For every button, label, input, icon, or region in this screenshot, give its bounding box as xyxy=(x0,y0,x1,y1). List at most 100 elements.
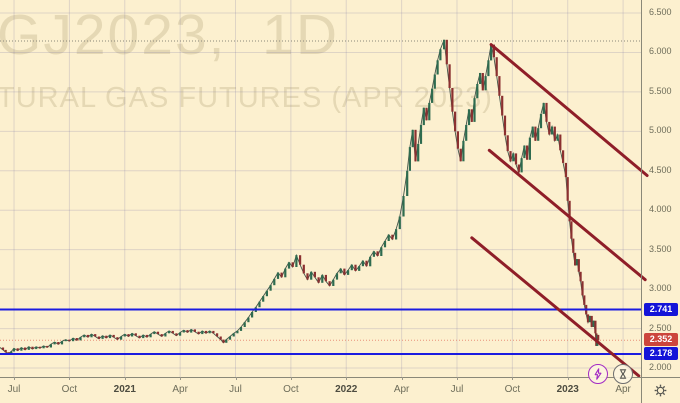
candle xyxy=(498,76,501,96)
candle xyxy=(559,134,562,151)
candle xyxy=(588,315,591,323)
time-axis[interactable]: Jul Oct 2021 Apr Jul Oct 2022 Apr Jul Oct 2023 Apr xyxy=(0,377,641,403)
candle xyxy=(212,330,215,334)
time-tick-label: 2021 xyxy=(113,384,136,395)
candle xyxy=(570,221,573,239)
candle xyxy=(372,251,375,257)
candle xyxy=(581,281,584,296)
candle xyxy=(134,333,137,336)
candle xyxy=(528,137,531,160)
candle xyxy=(376,251,379,256)
candle xyxy=(265,290,268,297)
candle xyxy=(295,255,298,267)
candle xyxy=(219,336,222,340)
candle xyxy=(495,57,498,77)
candle xyxy=(236,330,239,334)
time-tick-mark xyxy=(180,377,182,380)
time-tick-label: Jul xyxy=(450,384,464,395)
candle xyxy=(90,334,93,338)
last-price-line-price-label[interactable]: 2.352 xyxy=(644,333,678,347)
time-tick-label: 2023 xyxy=(556,384,579,395)
trendline[interactable] xyxy=(470,236,641,378)
time-tick-mark xyxy=(124,377,126,380)
candle xyxy=(127,334,130,337)
candle xyxy=(1,347,5,350)
candle xyxy=(276,272,280,279)
trendline[interactable] xyxy=(489,43,649,177)
candle xyxy=(428,102,431,121)
candle xyxy=(520,158,523,173)
candle xyxy=(299,255,302,265)
candle xyxy=(526,145,529,160)
candle xyxy=(120,336,123,340)
candle xyxy=(243,322,246,327)
candle xyxy=(514,153,518,165)
candle xyxy=(42,345,45,349)
candle xyxy=(476,84,479,99)
candle xyxy=(439,49,442,61)
trendline[interactable] xyxy=(487,148,647,282)
candle xyxy=(459,148,462,162)
candle xyxy=(564,162,567,178)
candle xyxy=(142,334,145,339)
candle xyxy=(448,64,451,88)
candle xyxy=(310,271,313,280)
candle xyxy=(583,295,586,305)
candle xyxy=(462,140,465,162)
lightning-icon xyxy=(594,368,602,380)
gear-icon xyxy=(654,384,667,396)
candle xyxy=(68,339,71,342)
candle xyxy=(506,135,509,152)
candle xyxy=(216,333,219,337)
hourglass-icon xyxy=(619,369,627,379)
candle xyxy=(465,125,468,141)
price-tick-label: 5.500 xyxy=(649,85,672,96)
candle xyxy=(406,170,409,196)
candle xyxy=(402,196,405,217)
candle xyxy=(16,348,19,351)
candle xyxy=(306,273,309,280)
candle xyxy=(343,268,346,275)
candle xyxy=(317,277,320,283)
hourglass-button[interactable] xyxy=(613,364,633,384)
support-line-2741-price-label[interactable]: 2.741 xyxy=(644,302,678,316)
price-wick-line xyxy=(0,39,599,355)
candle xyxy=(431,88,434,103)
horizontal-line-drawings[interactable] xyxy=(0,308,641,355)
candle xyxy=(269,285,272,291)
candle xyxy=(112,334,115,338)
candle xyxy=(445,39,448,65)
candle xyxy=(556,134,559,141)
candle xyxy=(408,147,411,171)
support-line-2178-price-label[interactable]: 2.178 xyxy=(644,346,678,360)
candle xyxy=(369,256,372,267)
candle xyxy=(302,264,305,274)
lightning-button[interactable] xyxy=(588,364,608,384)
candle xyxy=(273,278,276,286)
candle xyxy=(597,334,600,341)
dotted-levels xyxy=(0,40,641,341)
price-axis[interactable]: 6.500 6.000 5.500 5.000 4.500 4.000 3.500 3.000… xyxy=(641,0,680,377)
candle xyxy=(164,333,167,337)
time-tick-label: Apr xyxy=(172,384,188,395)
candle xyxy=(131,333,134,337)
candle xyxy=(354,264,357,271)
candle xyxy=(414,129,417,162)
candle xyxy=(321,274,324,283)
time-tick-mark xyxy=(401,377,403,380)
candle xyxy=(4,349,7,353)
candle xyxy=(35,346,38,350)
candle xyxy=(175,333,178,336)
candle xyxy=(553,126,556,141)
candle xyxy=(60,341,64,345)
candle xyxy=(197,331,200,335)
settings-gear-button[interactable] xyxy=(641,377,680,403)
candle xyxy=(258,301,261,308)
candle xyxy=(487,60,490,77)
candle xyxy=(411,129,414,148)
price-tick-label: 4.500 xyxy=(649,164,672,175)
candle xyxy=(417,144,420,162)
candle xyxy=(72,338,75,342)
trendline-drawings[interactable] xyxy=(470,43,649,378)
